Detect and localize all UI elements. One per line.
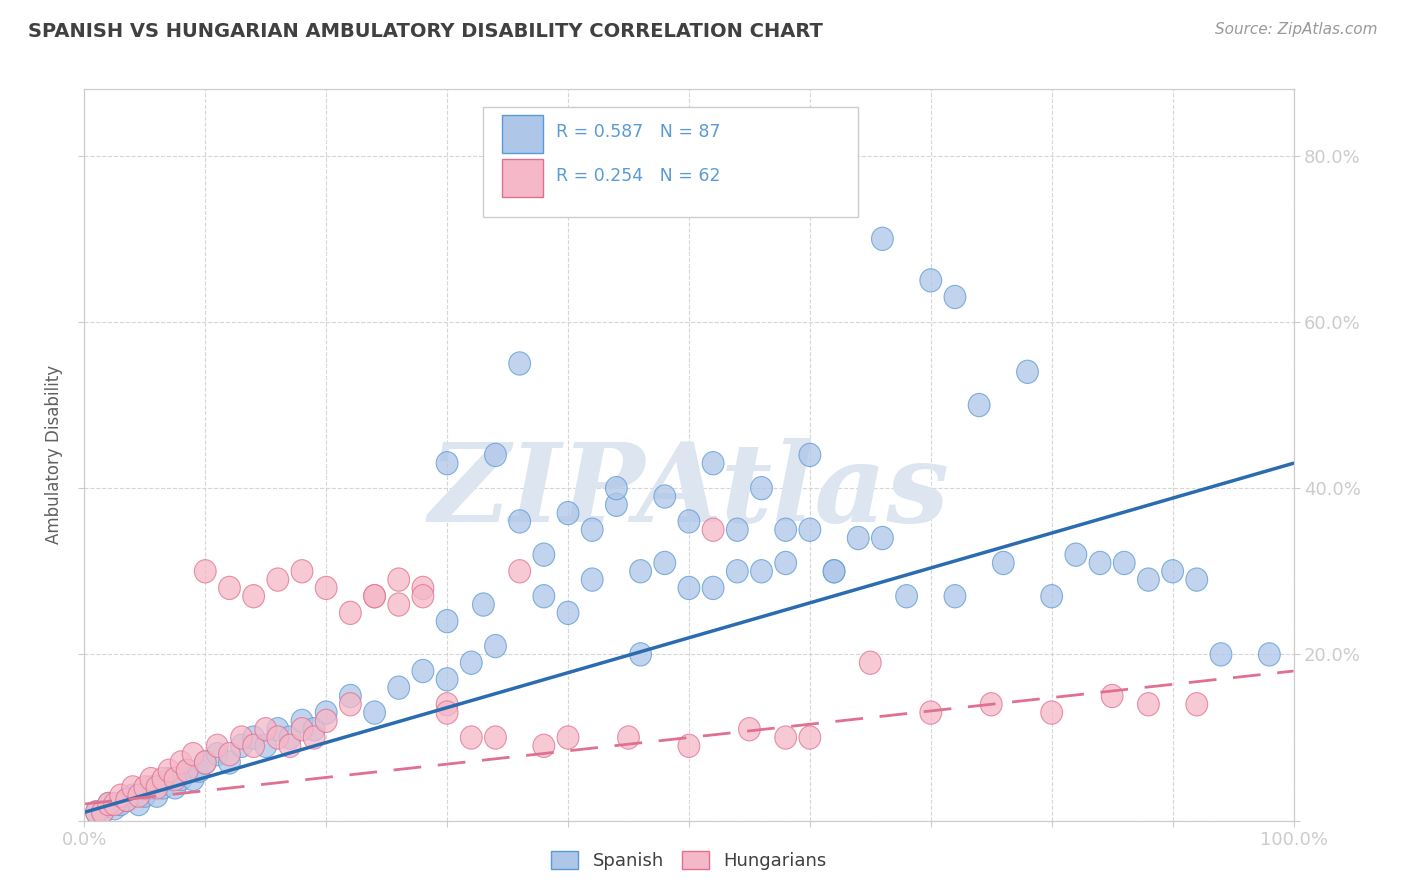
Text: ZIPAtlas: ZIPAtlas bbox=[429, 438, 949, 545]
Text: R = 0.587   N = 87: R = 0.587 N = 87 bbox=[555, 122, 720, 141]
Text: R = 0.254   N = 62: R = 0.254 N = 62 bbox=[555, 167, 720, 185]
Text: SPANISH VS HUNGARIAN AMBULATORY DISABILITY CORRELATION CHART: SPANISH VS HUNGARIAN AMBULATORY DISABILI… bbox=[28, 22, 823, 41]
FancyBboxPatch shape bbox=[502, 115, 543, 153]
Y-axis label: Ambulatory Disability: Ambulatory Disability bbox=[45, 366, 63, 544]
Text: Source: ZipAtlas.com: Source: ZipAtlas.com bbox=[1215, 22, 1378, 37]
FancyBboxPatch shape bbox=[484, 108, 858, 218]
Legend: Spanish, Hungarians: Spanish, Hungarians bbox=[544, 844, 834, 878]
FancyBboxPatch shape bbox=[502, 159, 543, 197]
